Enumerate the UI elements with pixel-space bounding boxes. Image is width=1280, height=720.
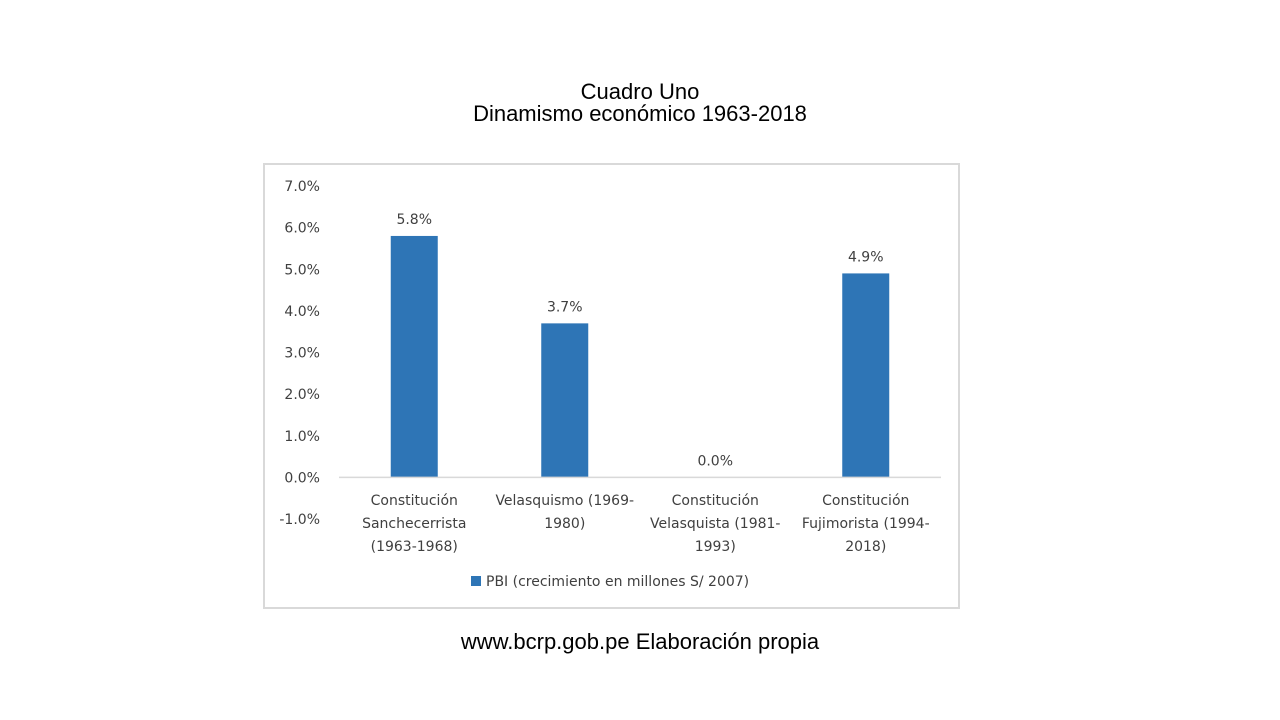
y-tick-label: 0.0% [284,470,320,486]
y-tick-label: 4.0% [284,304,320,320]
data-label: 5.8% [396,212,432,228]
data-label: 4.9% [848,249,884,265]
bar [390,235,438,478]
data-label: 0.0% [697,453,733,469]
category-label: Velasquismo (1969-1980) [495,493,634,532]
legend-label: PBI (crecimiento en millones S/ 2007) [486,574,749,590]
legend-swatch [471,576,481,586]
y-tick-label: 1.0% [284,429,320,445]
category-label: Constitución Fujimorista (1994-2018) [802,493,930,555]
data-label: 3.7% [547,299,583,315]
y-tick-label: 5.0% [284,262,320,278]
chart-subtitle: Dinamismo económico 1963-2018 [473,101,807,126]
bar [541,323,589,478]
source-note: www.bcrp.gob.pe Elaboración propia [460,629,820,654]
y-tick-label: 6.0% [284,221,320,237]
y-tick-label: 2.0% [284,387,320,403]
bar [842,273,890,478]
category-label: Constitución Velasquista (1981-1993) [650,493,780,555]
chart-area: 7.0% 6.0% 5.0% 4.0% 3.0% 2.0% 1.0% 0.0% -1.0% 5.8… [263,163,960,609]
y-tick-label: 7.0% [284,179,320,195]
category-label: Constitución Sanchecerrista (1963-1968) [362,493,466,555]
y-tick-label: 3.0% [284,346,320,362]
chart-title: Cuadro Uno [580,79,700,104]
bar-chart: 7.0% 6.0% 5.0% 4.0% 3.0% 2.0% 1.0% 0.0% -1.0% 5.8… [279,179,941,590]
y-tick-label: -1.0% [279,512,320,528]
